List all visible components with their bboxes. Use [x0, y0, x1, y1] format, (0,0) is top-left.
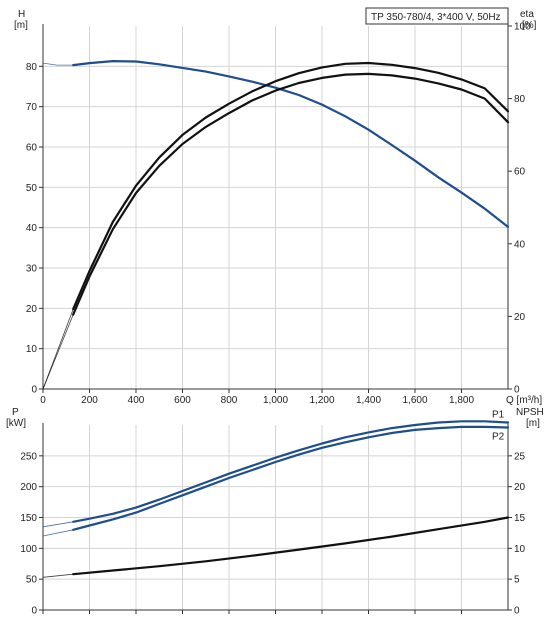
series-0-2-line [72, 61, 510, 311]
x-tick-label: 1,000 [263, 395, 288, 406]
y-left-axis-unit: [m] [14, 20, 28, 31]
x-tick-label: 600 [174, 395, 191, 406]
x-tick-label: 0 [40, 395, 46, 406]
y-right-tick-label: 0 [514, 606, 520, 617]
y-right-axis-unit: [m] [526, 418, 540, 429]
chart-title: TP 350-780/4, 3*400 V, 50Hz [371, 12, 501, 23]
x-tick-label: 200 [81, 395, 98, 406]
y-right-tick-label: 40 [514, 239, 526, 250]
y-left-tick-label: 0 [31, 385, 37, 396]
y-left-tick-label: 0 [31, 606, 37, 617]
series-1-2-line [72, 516, 510, 576]
x-tick-label: 800 [221, 395, 238, 406]
y-right-tick-label: 20 [514, 312, 526, 323]
y-right-tick-label: 0 [514, 385, 520, 396]
y-left-tick-label: 70 [26, 102, 38, 113]
power-npsh-panel: 0 50 100 150 200 250 0 5 10 15 20 25 P[kW] NPSH[m] P1 P… [6, 407, 544, 617]
y-right-tick-label: 20 [514, 482, 526, 493]
p2-line [72, 425, 510, 531]
y-left-tick-label: 50 [26, 575, 38, 586]
y-right-tick-label: 100 [514, 22, 531, 33]
series-1-2-extension-line [42, 573, 74, 578]
y-right-axis-unit: [%] [522, 20, 537, 31]
y-left-axis-label: P [12, 407, 19, 418]
p2-extension-line [42, 529, 74, 537]
y-left-tick-label: 20 [26, 304, 38, 315]
y-left-tick-label: 100 [20, 544, 37, 555]
y-left-tick-label: 10 [26, 344, 38, 355]
x-tick-label: 1,200 [309, 395, 334, 406]
y-right-tick-label: 25 [514, 451, 526, 462]
x-tick-label: 1,600 [402, 395, 427, 406]
y-left-tick-label: 60 [26, 143, 38, 154]
x-tick-label: 1,800 [449, 395, 474, 406]
y-right-axis-label: eta [520, 9, 534, 20]
y-left-tick-label: 250 [20, 451, 37, 462]
title-box [365, 7, 509, 25]
y-left-axis-label: H [18, 9, 25, 20]
y-left-tick-label: 30 [26, 264, 38, 275]
series-0-1-line [72, 72, 510, 316]
series-0-2-extension-line [42, 308, 74, 390]
y-left-tick-label: 150 [20, 513, 37, 524]
y-right-axis-label: NPSH [516, 407, 544, 418]
y-left-tick-label: 200 [20, 482, 37, 493]
y-right-tick-label: 15 [514, 513, 526, 524]
y-right-tick-label: 5 [514, 575, 520, 586]
y-right-tick-label: 80 [514, 94, 526, 105]
series-0-0-extension-line [42, 62, 74, 66]
p1-extension-line [42, 521, 74, 528]
x-tick-label: 1,400 [356, 395, 381, 406]
y-left-tick-label: 40 [26, 223, 38, 234]
series-0-0-line [72, 59, 510, 228]
y-right-tick-label: 10 [514, 544, 526, 555]
y-right-tick-label: 60 [514, 167, 526, 178]
y-left-tick-label: 50 [26, 183, 38, 194]
x-tick-label: 400 [128, 395, 145, 406]
p1-line [72, 420, 510, 523]
x-axis-label: Q [m³/h] [506, 395, 542, 406]
y-left-axis-unit: [kW] [6, 418, 26, 429]
y-left-tick-label: 80 [26, 62, 38, 73]
series-label-p1: P1 [492, 410, 505, 421]
series-label-p2: P2 [492, 431, 505, 442]
